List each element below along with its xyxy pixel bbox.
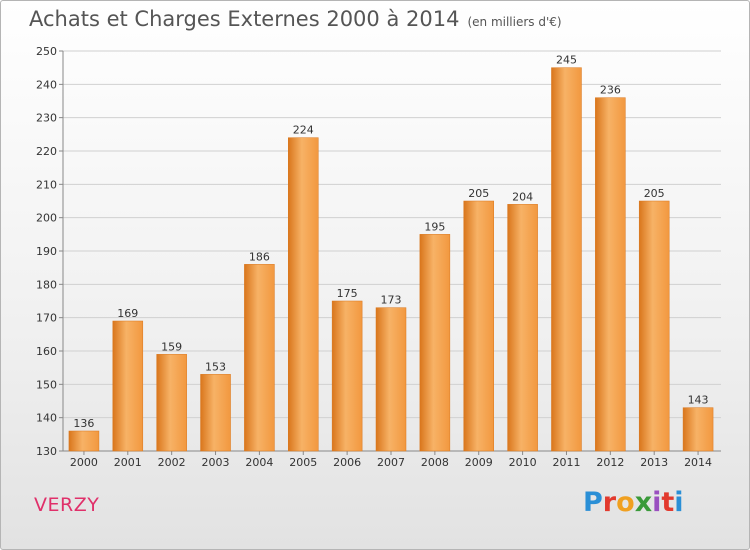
bar-2000[interactable] [68, 430, 100, 452]
y-tick-label: 170 [36, 312, 57, 325]
x-tick-label: 2006 [333, 456, 361, 469]
x-tick-label: 2005 [289, 456, 317, 469]
y-tick-label: 200 [36, 212, 57, 225]
data-label: 153 [205, 360, 226, 373]
y-tick-label: 230 [36, 112, 57, 125]
y-tick-label: 190 [36, 245, 57, 258]
bar-layer [68, 67, 714, 452]
chart-title: Achats et Charges Externes 2000 à 2014 (e… [29, 7, 562, 31]
x-tick-label: 2001 [114, 456, 142, 469]
x-tick-label: 2000 [70, 456, 98, 469]
bar-2006[interactable] [331, 300, 363, 452]
y-tick-label: 210 [36, 178, 57, 191]
data-label: 205 [468, 187, 489, 200]
data-label: 245 [556, 54, 577, 67]
logo-letter: i [674, 487, 684, 518]
bar-2002[interactable] [156, 354, 187, 452]
bar-2003[interactable] [200, 374, 231, 452]
title-text: Achats et Charges Externes 2000 à 2014 [29, 7, 460, 31]
bar-2011[interactable] [551, 67, 582, 452]
bar-2009[interactable] [463, 200, 494, 452]
y-tick-label: 250 [36, 45, 57, 58]
data-label: 205 [644, 187, 665, 200]
logo-letter: P [583, 487, 603, 518]
logo-letter: r [602, 487, 617, 518]
chart-subtitle: (en milliers d'€) [467, 15, 562, 29]
data-label: 195 [424, 220, 445, 233]
data-label: 204 [512, 190, 533, 203]
logo-letter: t [661, 487, 675, 518]
bar-2013[interactable] [638, 200, 670, 452]
x-tick-label: 2010 [509, 456, 537, 469]
y-tick-label: 240 [36, 78, 57, 91]
y-tick-label: 220 [36, 145, 57, 158]
axis-layer: 130 140 150 160 170 180 190 200 210 220 230 240 250 2… [36, 45, 721, 469]
bar-2012[interactable] [595, 97, 626, 452]
logo-letter: x [634, 487, 653, 518]
data-label: 175 [337, 287, 358, 300]
data-label: 169 [117, 307, 138, 320]
x-tick-label: 2007 [377, 456, 405, 469]
x-tick-label: 2002 [158, 456, 186, 469]
data-label: 186 [249, 250, 270, 263]
bar-2010[interactable] [507, 204, 538, 452]
bar-2005[interactable] [288, 137, 319, 452]
bar-2014[interactable] [682, 407, 714, 452]
commune-name: VERZY [34, 494, 100, 516]
bar-2007[interactable] [375, 307, 407, 452]
logo-letter: i [652, 487, 662, 518]
y-tick-label: 130 [36, 445, 57, 458]
x-tick-label: 2009 [465, 456, 493, 469]
data-label: 159 [161, 340, 182, 353]
proxiti-logo[interactable]: Proxiti [583, 487, 684, 518]
y-tick-label: 160 [36, 345, 57, 358]
data-label: 136 [73, 417, 94, 430]
y-tick-label: 180 [36, 278, 57, 291]
label-layer: 136 169 159 153 186 224 175 173 195 205 204 245 236 2… [73, 54, 708, 430]
bar-2008[interactable] [419, 234, 451, 452]
x-tick-label: 2013 [640, 456, 668, 469]
y-tick-label: 140 [36, 412, 57, 425]
data-label: 224 [293, 124, 314, 137]
x-tick-label: 2004 [245, 456, 273, 469]
x-tick-label: 2008 [421, 456, 449, 469]
data-label: 143 [688, 394, 709, 407]
data-label: 236 [600, 84, 621, 97]
logo-letter: o [616, 487, 635, 518]
x-tick-label: 2012 [596, 456, 624, 469]
data-label: 173 [381, 294, 402, 307]
x-tick-label: 2014 [684, 456, 712, 469]
y-tick-label: 150 [36, 378, 57, 391]
bar-2001[interactable] [112, 320, 144, 452]
x-tick-label: 2003 [202, 456, 230, 469]
bar-2004[interactable] [244, 264, 275, 452]
x-tick-label: 2011 [552, 456, 580, 469]
